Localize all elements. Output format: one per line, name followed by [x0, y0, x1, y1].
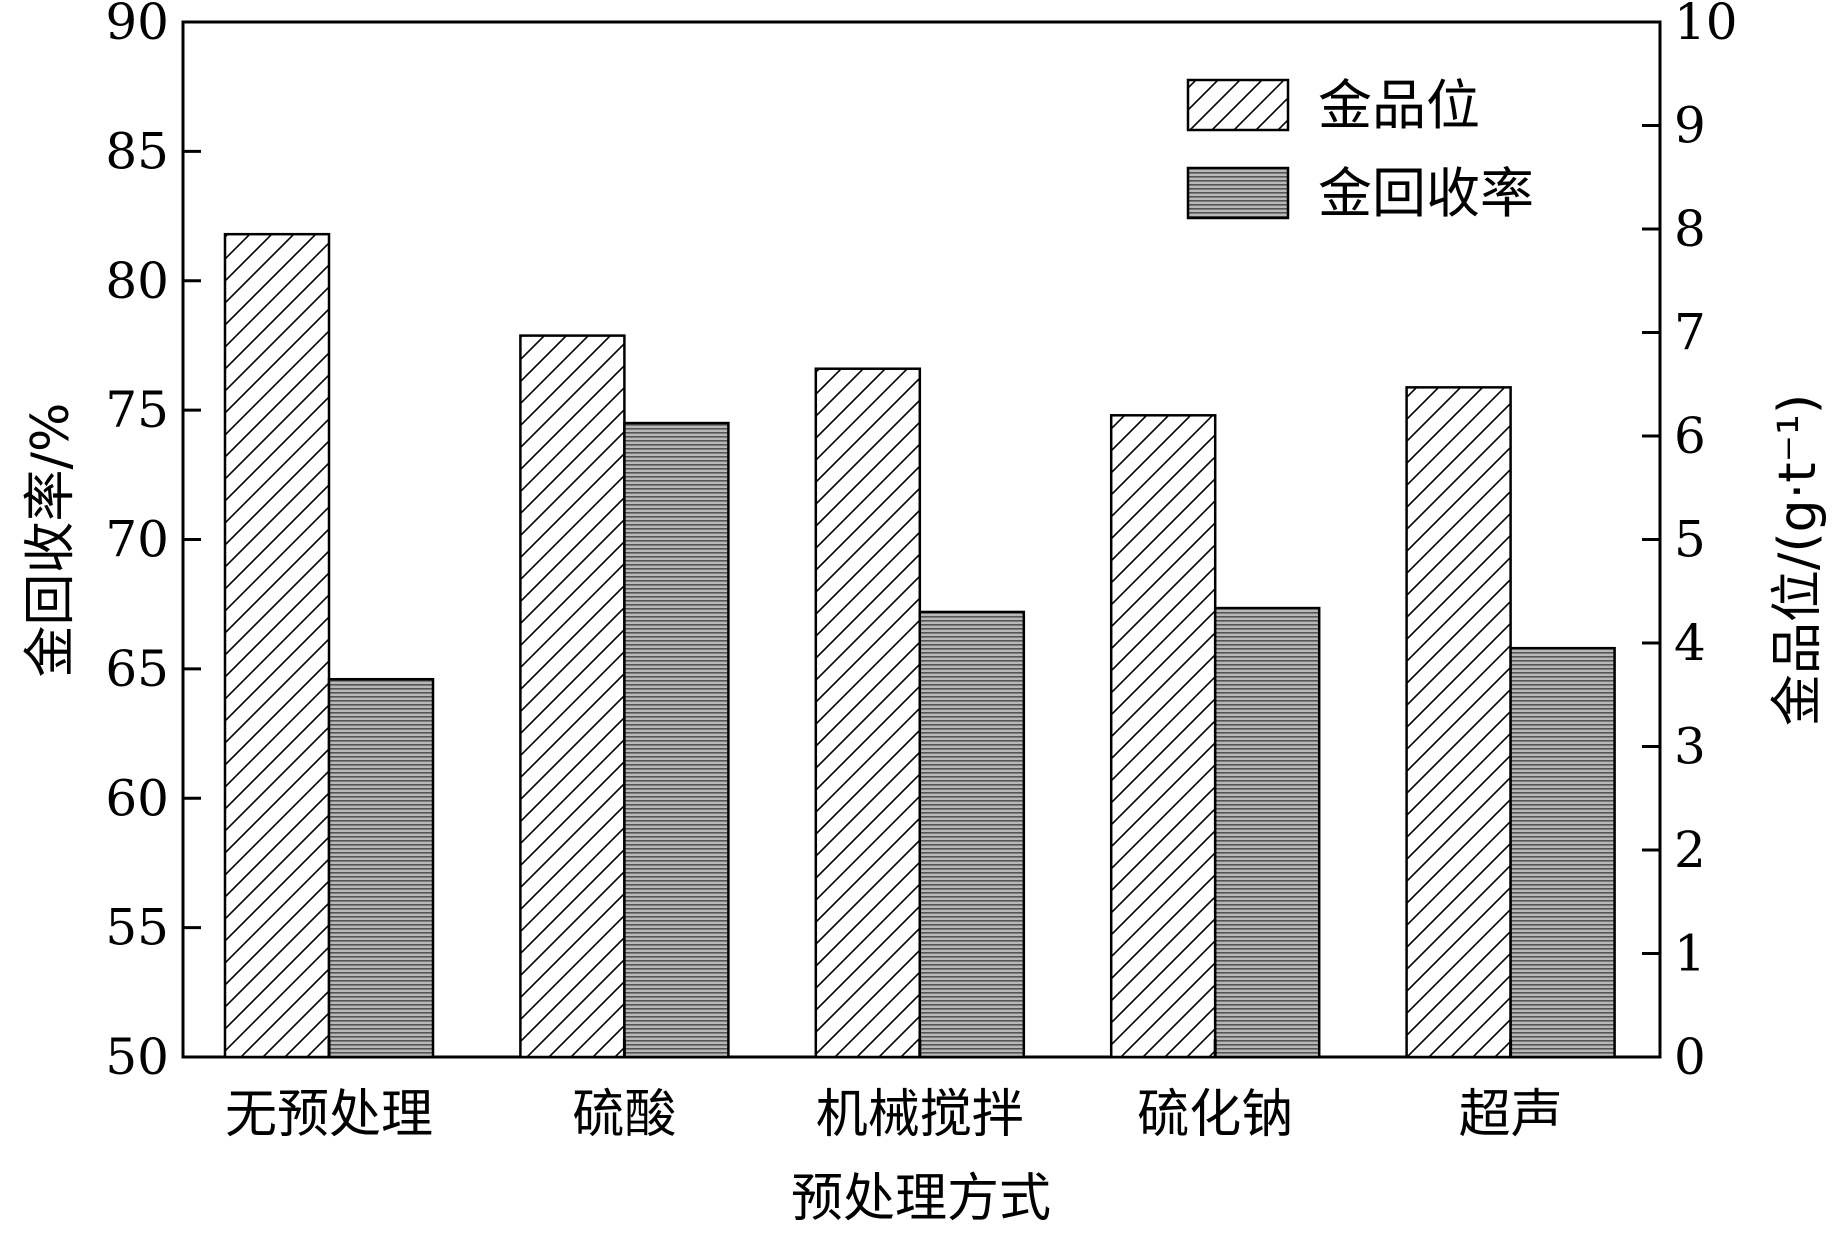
x-tick-label-4: 硫化钠 [1137, 1085, 1293, 1145]
bar-grade-3 [814, 367, 922, 1059]
right-tick-label-10: 10 [1674, 0, 1738, 51]
right-axis-title: 金品位/(g·t⁻¹) [1768, 394, 1828, 726]
x-axis: 无预处理 硫酸 机械搅拌 硫化钠 超声 [225, 1039, 1563, 1145]
left-tick-label-70: 70 [105, 511, 169, 569]
right-tick-label-6: 6 [1674, 407, 1706, 465]
bar-grade-1 [223, 232, 331, 1059]
x-tick-label-2: 硫酸 [572, 1085, 676, 1145]
right-tick-label-9: 9 [1674, 97, 1706, 155]
legend-label-recovery: 金回收率 [1318, 162, 1534, 225]
left-tick-label-75: 75 [105, 381, 169, 439]
right-tick-label-5: 5 [1674, 511, 1706, 569]
bar-recovery-2 [623, 421, 730, 1059]
right-tick-label-0: 0 [1674, 1028, 1706, 1086]
bar-grade-5 [1405, 386, 1512, 1059]
left-axis-title: 金回收率/% [21, 403, 81, 678]
bar-recovery-5 [1509, 646, 1616, 1059]
x-tick-label-5: 超声 [1459, 1085, 1563, 1145]
left-tick-label-80: 80 [105, 252, 169, 310]
left-tick-label-85: 85 [105, 122, 169, 180]
left-tick-label-90: 90 [105, 0, 169, 51]
left-tick-label-50: 50 [105, 1028, 169, 1086]
x-tick-label-3: 机械搅拌 [816, 1085, 1024, 1145]
x-axis-title: 预处理方式 [791, 1169, 1051, 1229]
left-tick-label-60: 60 [105, 769, 169, 827]
left-tick-label-65: 65 [105, 640, 169, 698]
left-axis: 50 55 60 65 70 75 80 85 90 [105, 0, 201, 1086]
bar-grade-4 [1109, 414, 1217, 1059]
legend: 金品位 金回收率 [1186, 74, 1534, 225]
right-tick-label-8: 8 [1674, 200, 1706, 258]
bar-recovery-1 [327, 677, 435, 1059]
left-tick-label-55: 55 [105, 899, 169, 957]
right-tick-label-7: 7 [1674, 304, 1706, 362]
legend-swatch-recovery [1186, 166, 1290, 220]
legend-swatch-grade [1186, 78, 1290, 132]
right-tick-label-3: 3 [1674, 718, 1706, 776]
bar-recovery-4 [1213, 606, 1321, 1059]
right-axis: 0 1 2 3 4 5 6 7 8 9 10 [1642, 0, 1738, 1086]
bar-grade-2 [519, 334, 626, 1059]
bars-layer [223, 232, 1616, 1059]
legend-label-grade: 金品位 [1318, 74, 1480, 137]
right-tick-label-2: 2 [1674, 821, 1706, 879]
right-tick-label-1: 1 [1674, 925, 1706, 983]
bar-recovery-3 [918, 610, 1026, 1059]
x-tick-label-1: 无预处理 [225, 1085, 433, 1145]
right-tick-label-4: 4 [1674, 614, 1706, 672]
